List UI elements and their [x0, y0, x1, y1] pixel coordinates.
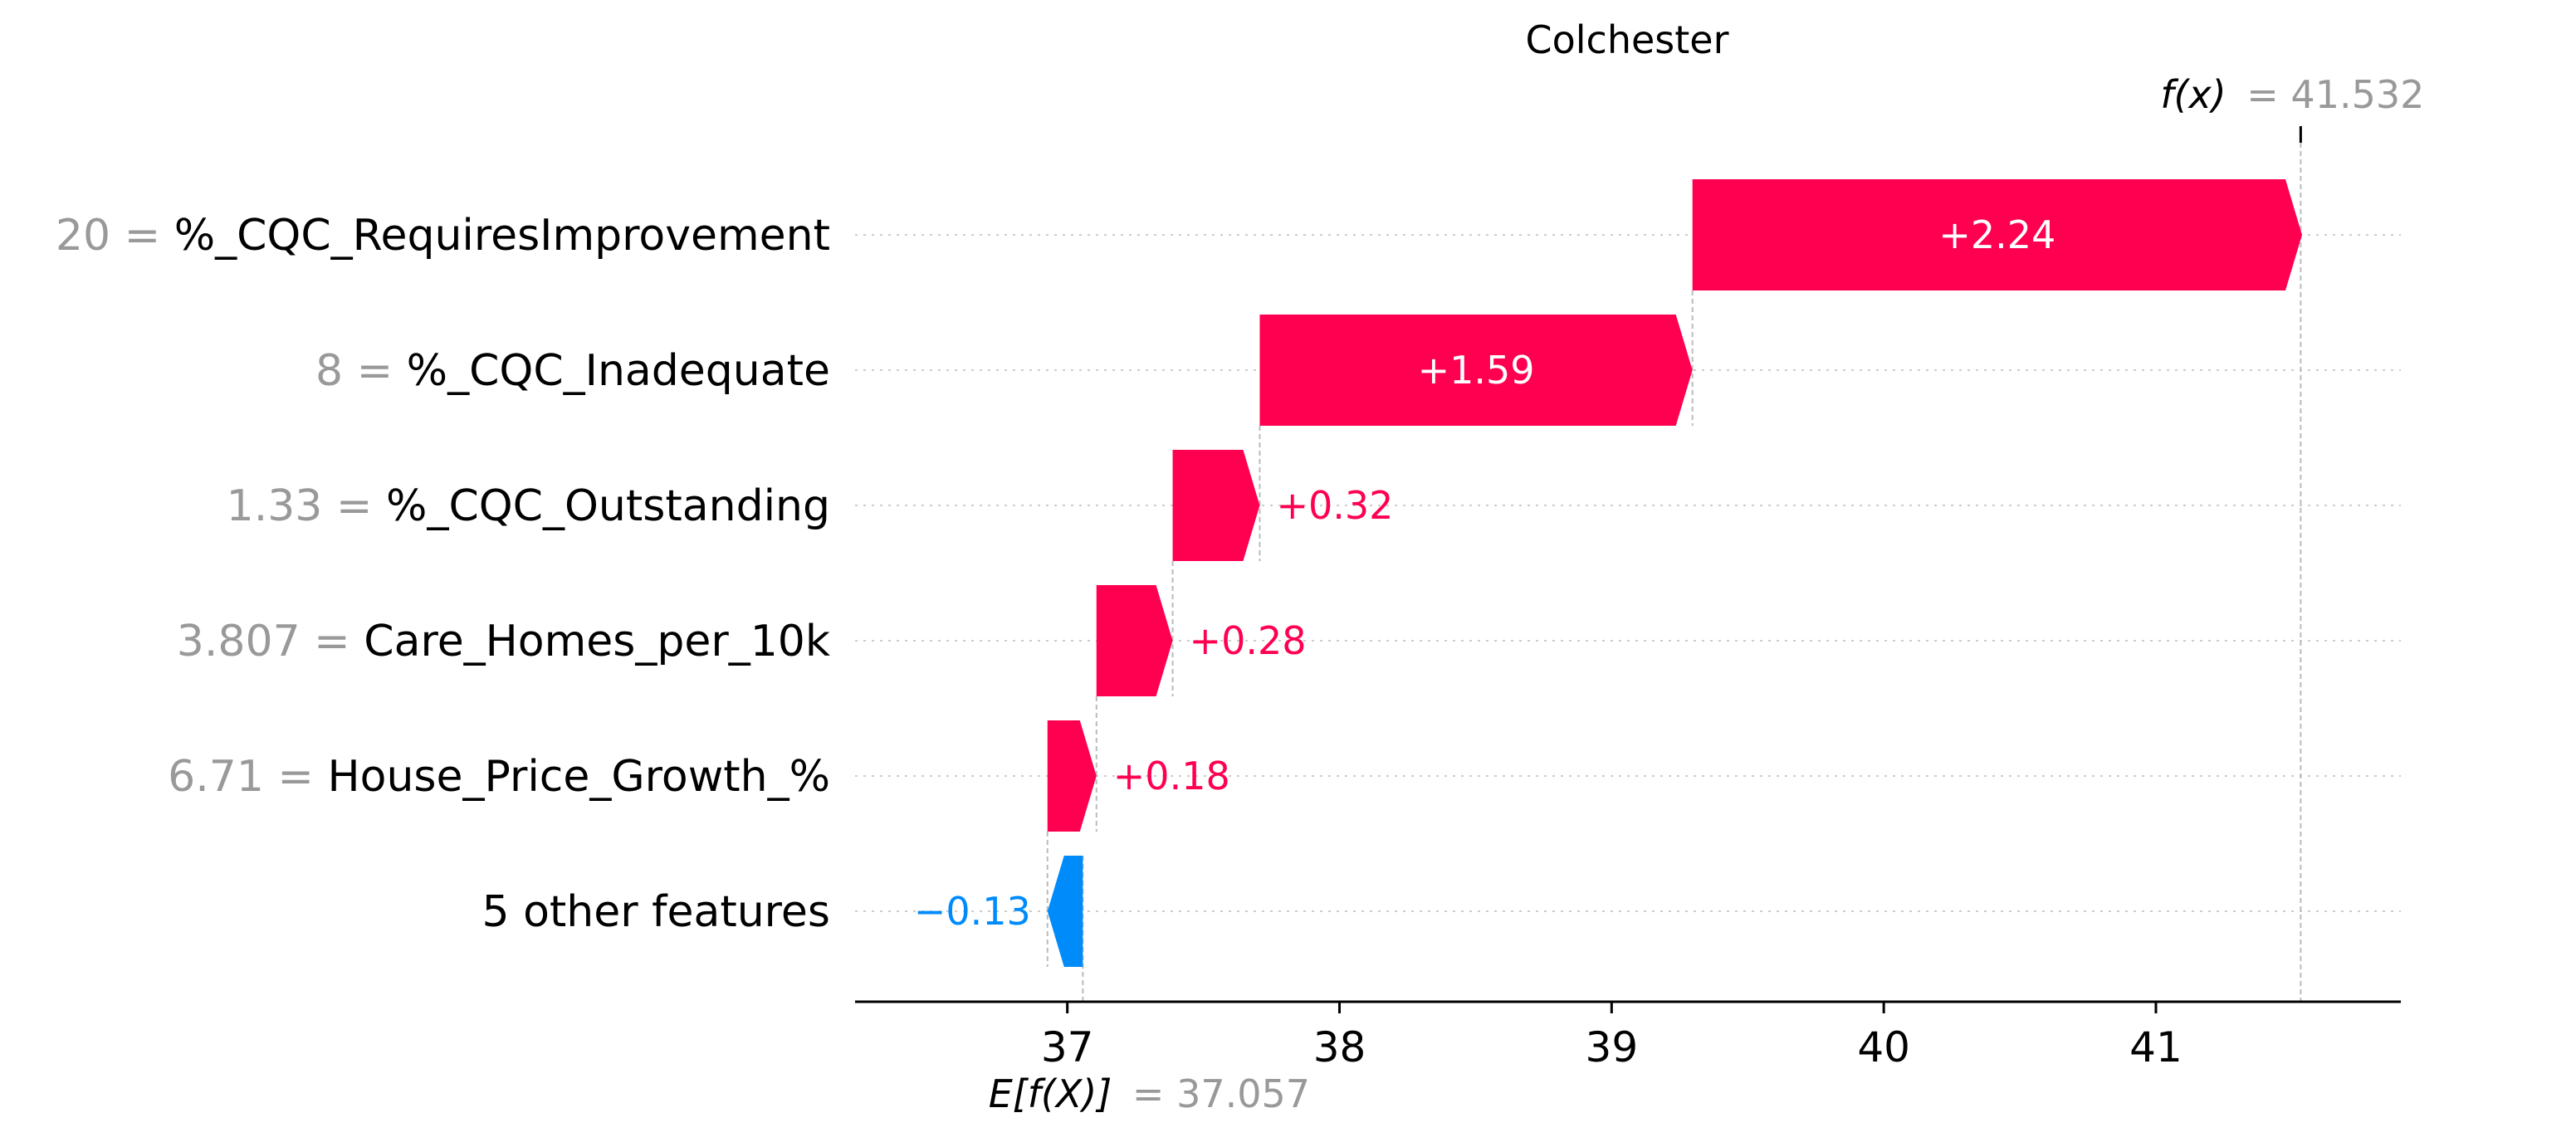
- feature-label: 8 = %_CQC_Inadequate: [315, 346, 830, 396]
- x-axis-ticks: 37 38 39 40 41: [1041, 1002, 2183, 1071]
- fx-value: = 41.532: [2246, 72, 2424, 117]
- waterfall-bar: [1259, 315, 1693, 426]
- feature-value: 20 =: [56, 211, 174, 261]
- feature-label: 5 other features: [481, 887, 830, 937]
- feature-name: 5 other features: [481, 887, 830, 937]
- waterfall-bar: [1096, 585, 1173, 696]
- bar-value-label: +2.24: [1938, 212, 2055, 257]
- base-value-value: = 37.057: [1132, 1071, 1310, 1116]
- waterfall-bar: [1172, 450, 1260, 561]
- feature-label: 20 = %_CQC_RequiresImprovement: [56, 211, 830, 261]
- bar-value-label: +0.32: [1276, 483, 1393, 528]
- bars: +2.24 +1.59 +0.32 +0.28 +0.18 −0.13: [914, 179, 2303, 967]
- x-tick-label: 41: [2129, 1023, 2183, 1071]
- x-tick-label: 39: [1586, 1023, 1639, 1071]
- chart-title: Colchester: [1525, 17, 1728, 62]
- fx-annotation: f(x) = 41.532: [2160, 72, 2424, 117]
- waterfall-bar: [1047, 856, 1083, 967]
- feature-name: %_CQC_RequiresImprovement: [174, 211, 830, 261]
- feature-name: %_CQC_Inadequate: [407, 346, 830, 396]
- feature-name: %_CQC_Outstanding: [386, 481, 830, 531]
- feature-value: 6.71 =: [168, 752, 327, 802]
- base-value-annotation: E[f(X)] = 37.057: [989, 1071, 1310, 1116]
- feature-name: House_Price_Growth_%: [328, 752, 830, 802]
- bar-value-label: −0.13: [914, 889, 1031, 934]
- feature-label: 1.33 = %_CQC_Outstanding: [227, 481, 830, 531]
- feature-label: 3.807 = Care_Homes_per_10k: [177, 617, 830, 666]
- waterfall-bar: [1692, 179, 2303, 290]
- feature-value: 3.807 =: [177, 617, 364, 666]
- connector-lines: [1046, 143, 2302, 1002]
- feature-value: 1.33 =: [227, 481, 386, 531]
- bar-value-label: +1.59: [1418, 348, 1535, 393]
- base-value-label: E[f(X)]: [989, 1071, 1112, 1116]
- bar-value-label: +0.28: [1190, 618, 1307, 663]
- x-tick-label: 37: [1041, 1023, 1094, 1071]
- feature-name: Care_Homes_per_10k: [364, 617, 830, 666]
- fx-label: f(x): [2160, 72, 2226, 117]
- waterfall-bar: [1047, 720, 1097, 832]
- feature-label: 6.71 = House_Price_Growth_%: [168, 752, 830, 802]
- feature-value: 8 =: [315, 346, 407, 396]
- feature-labels: 20 = %_CQC_RequiresImprovement 8 = %_CQC_…: [56, 211, 830, 937]
- x-tick-label: 40: [1857, 1023, 1910, 1071]
- x-tick-label: 38: [1313, 1023, 1366, 1071]
- bar-value-label: +0.18: [1113, 754, 1230, 798]
